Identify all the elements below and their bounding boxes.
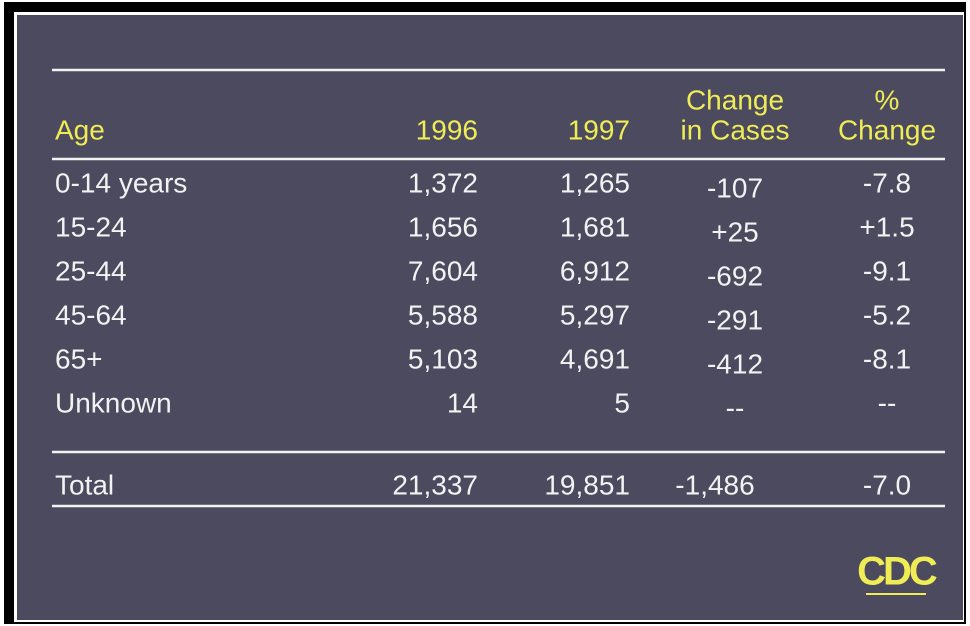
body-cell: 5,297 bbox=[560, 299, 630, 330]
body-cell: -7.8 bbox=[863, 167, 911, 198]
header-cell: 1997 bbox=[568, 114, 630, 145]
total-cell: 19,851 bbox=[544, 469, 630, 500]
body-cell: -107 bbox=[707, 172, 763, 203]
body-cell: -8.1 bbox=[863, 343, 911, 374]
body-cell: -291 bbox=[707, 304, 763, 335]
body-cell: -412 bbox=[707, 348, 763, 379]
body-cell: -692 bbox=[707, 260, 763, 291]
body-cell: -5.2 bbox=[863, 299, 911, 330]
body-cell: -- bbox=[726, 392, 745, 423]
body-cell: 5 bbox=[614, 387, 630, 418]
logo: CDC bbox=[857, 550, 937, 594]
body-cell: +1.5 bbox=[859, 211, 914, 242]
body-cell: -- bbox=[878, 387, 897, 418]
body-cell: 25-44 bbox=[55, 255, 127, 286]
body-cell: +25 bbox=[711, 216, 759, 247]
body-cell: 1,265 bbox=[560, 167, 630, 198]
total-cell: -1,486 bbox=[675, 469, 754, 500]
total-cell: Total bbox=[55, 469, 114, 500]
body-cell: 5,103 bbox=[408, 343, 478, 374]
header-cell: 1996 bbox=[416, 114, 478, 145]
slide-background bbox=[17, 15, 963, 620]
header-cell: Change bbox=[838, 114, 936, 145]
header-cell: Age bbox=[55, 114, 105, 145]
total-cell: 21,337 bbox=[392, 469, 478, 500]
body-cell: 15-24 bbox=[55, 211, 127, 242]
body-cell: -9.1 bbox=[863, 255, 911, 286]
body-cell: 65+ bbox=[55, 343, 103, 374]
body-cell: 5,588 bbox=[408, 299, 478, 330]
total-cell: -7.0 bbox=[863, 469, 911, 500]
body-cell: 45-64 bbox=[55, 299, 127, 330]
body-cell: Unknown bbox=[55, 387, 172, 418]
body-cell: 0-14 years bbox=[55, 167, 187, 198]
body-cell: 6,912 bbox=[560, 255, 630, 286]
header-cell: Change bbox=[686, 84, 784, 115]
body-cell: 1,681 bbox=[560, 211, 630, 242]
body-cell: 1,656 bbox=[408, 211, 478, 242]
body-cell: 7,604 bbox=[408, 255, 478, 286]
header-cell: % bbox=[875, 84, 900, 115]
header-cell: in Cases bbox=[681, 114, 790, 145]
body-cell: 1,372 bbox=[408, 167, 478, 198]
body-cell: 14 bbox=[447, 387, 478, 418]
body-cell: 4,691 bbox=[560, 343, 630, 374]
